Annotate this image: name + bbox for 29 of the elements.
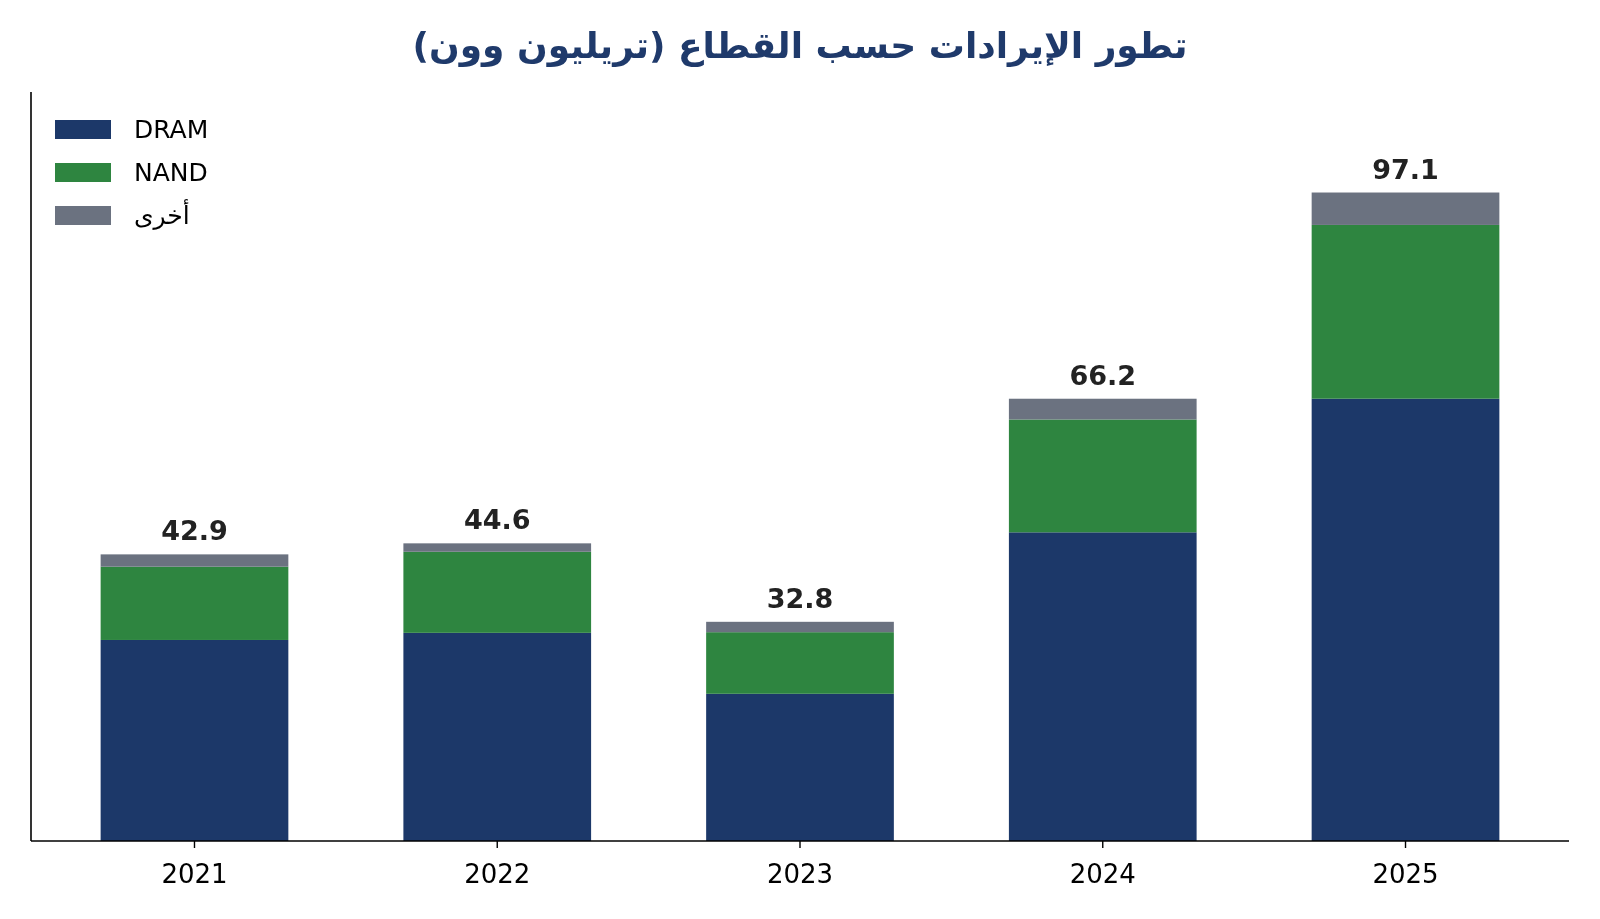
bar [1311, 398, 1500, 841]
bar [403, 632, 592, 841]
annotation: 42.9 [161, 515, 228, 547]
annotation: 44.6 [463, 504, 531, 536]
bar [1008, 419, 1197, 533]
bar [1311, 224, 1500, 399]
x-tick-label: 2025 [1372, 859, 1439, 889]
x-tick-label: 2024 [1069, 859, 1136, 889]
annotation: 66.2 [1069, 359, 1137, 391]
bar [100, 554, 289, 567]
bar [403, 543, 592, 552]
bar [1008, 398, 1197, 420]
annotation: 32.8 [766, 582, 834, 614]
legend-label: NAND [134, 158, 208, 187]
bar [706, 693, 894, 841]
x-tick-label: 2022 [464, 859, 531, 889]
legend-label: DRAM [134, 115, 209, 144]
bar [1008, 532, 1197, 841]
bar [100, 566, 289, 640]
legend-label: أخرى [134, 198, 190, 230]
bar [100, 639, 289, 841]
x-tick-label: 2021 [161, 859, 228, 889]
annotation: 97.1 [1372, 153, 1439, 185]
bar [706, 621, 894, 633]
chart-title: تطور الإيرادات حسب القطاع (تريليون وون) [412, 25, 1188, 67]
bar [1311, 192, 1500, 225]
x-tick-label: 2023 [766, 859, 834, 889]
bar [403, 551, 592, 633]
bar [706, 632, 894, 694]
